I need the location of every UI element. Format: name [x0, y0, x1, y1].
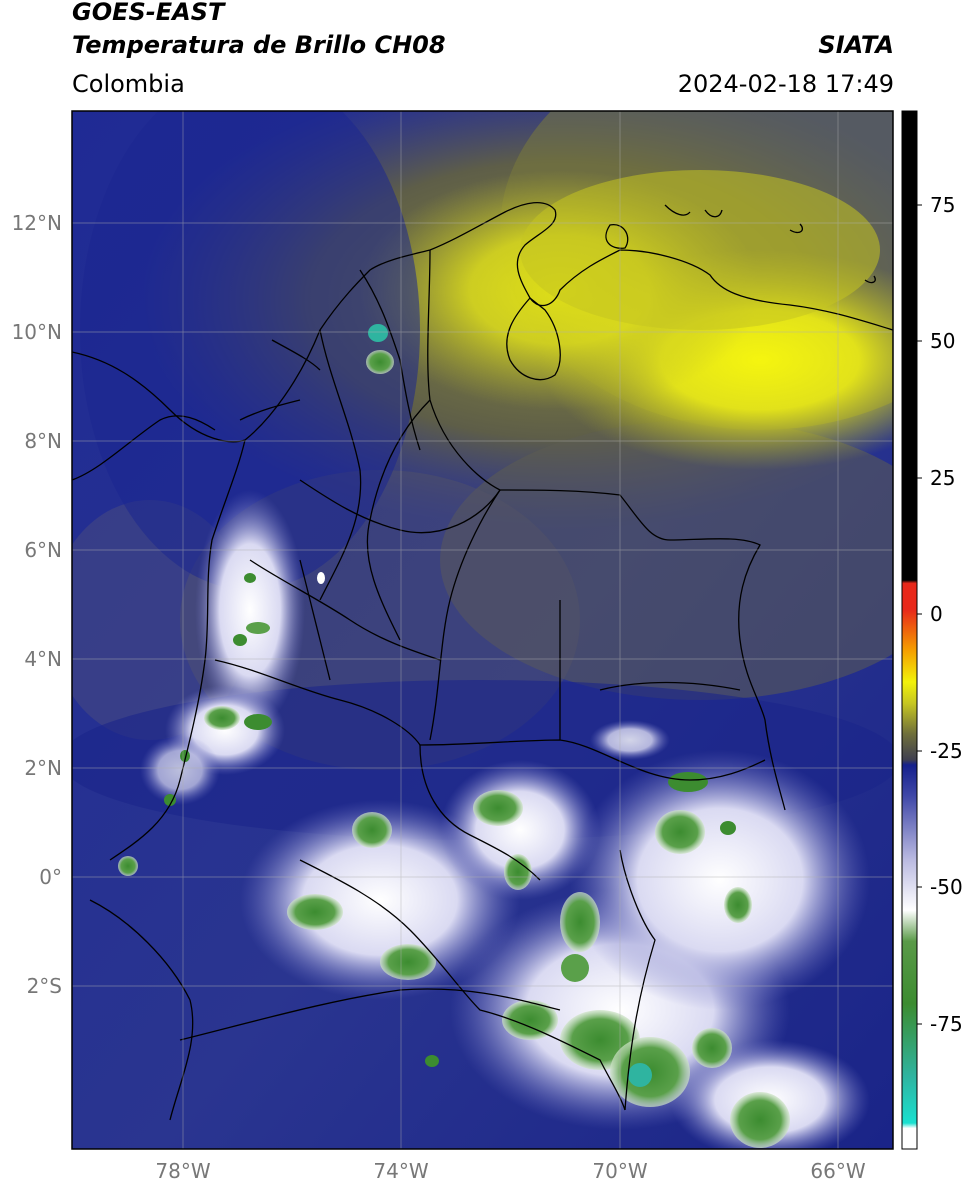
- title-satellite: GOES-EAST: [72, 0, 225, 26]
- colorbar-tick-label: 25: [930, 466, 955, 490]
- lat-label: 6°N: [24, 538, 62, 562]
- borders: [72, 202, 893, 1121]
- colorbar-gradient: [902, 111, 917, 1149]
- longitude-labels: 78°W 74°W 70°W 66°W: [155, 1159, 865, 1183]
- latitude-labels: 12°N 10°N 8°N 6°N 4°N 2°N 0° 2°S: [12, 211, 62, 998]
- lat-label: 10°N: [12, 320, 62, 344]
- region-label: Colombia: [72, 70, 185, 98]
- colorbar-tick-label: 50: [930, 329, 955, 353]
- lat-label: 0°: [39, 865, 62, 889]
- brightness-temperature-field: [72, 111, 893, 1149]
- colorbar-tick-label: -75: [930, 1012, 963, 1036]
- colorbar-tick-label: 0: [930, 602, 943, 626]
- lon-label: 70°W: [592, 1159, 647, 1183]
- lat-label: 4°N: [24, 647, 62, 671]
- lon-label: 78°W: [155, 1159, 210, 1183]
- colorbar-frame: [901, 110, 918, 1150]
- lat-label: 12°N: [12, 211, 62, 235]
- colorbar-tick-label: -25: [930, 739, 963, 763]
- lat-label: 2°N: [24, 756, 62, 780]
- lon-label: 74°W: [373, 1159, 428, 1183]
- colorbar-tick-label: -50: [930, 875, 963, 899]
- colorbar-tick-label: 75: [930, 193, 955, 217]
- lat-label: 2°S: [27, 974, 62, 998]
- graticule: [72, 111, 893, 1149]
- map-frame: [71, 110, 894, 1150]
- lat-label: 8°N: [24, 429, 62, 453]
- lon-label: 66°W: [810, 1159, 865, 1183]
- datetime-label: 2024-02-18 17:49: [677, 70, 894, 98]
- agency-label: SIATA: [818, 31, 894, 59]
- title-product: Temperatura de Brillo CH08: [72, 31, 446, 59]
- colorbar: 75 50 25 0 -25 -50 -75: [901, 110, 963, 1150]
